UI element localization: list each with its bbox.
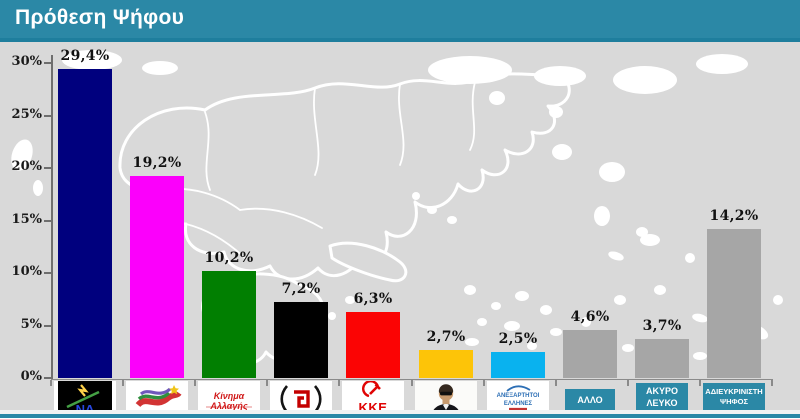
bar-value-kke: 6,3%	[353, 291, 393, 307]
y-axis-tick-label: 5%	[20, 316, 42, 332]
logo-box-leader-photo-party	[415, 381, 477, 410]
x-axis-line	[51, 379, 773, 380]
y-axis-tick	[44, 324, 51, 327]
map-euboea	[328, 241, 408, 283]
y-axis-tick-label: 15%	[11, 211, 42, 227]
bar-value-leader-photo-party: 2,7%	[426, 329, 466, 345]
bar-allo	[563, 330, 617, 378]
y-axis-tick	[44, 219, 51, 222]
bar-value-adieykrinisti-psifos: 14,2%	[709, 208, 759, 224]
logo-box-kinima-allagis: Κίνημα Αλλαγής	[198, 381, 260, 410]
x-axis-tick	[627, 380, 629, 386]
logo-box-xrysi-avgi	[270, 381, 332, 410]
x-axis-tick	[483, 380, 485, 386]
bar-anexartitoi-ellines	[491, 352, 545, 378]
x-axis-tick	[555, 380, 557, 386]
bar-akyro-leyko	[635, 339, 689, 378]
x-axis-tick	[50, 380, 52, 386]
logo-text-nd: ΝΔ	[75, 402, 95, 410]
y-axis-tick-label: 30%	[11, 54, 42, 69]
logo-box-nd: ΝΔ	[54, 381, 116, 410]
bottom-strip-white	[0, 410, 800, 414]
y-axis-tick	[44, 62, 51, 64]
logo-text-kinima-allagis: Κίνημα Αλλαγής	[210, 391, 248, 410]
page-title: Πρόθεση Ψήφου	[15, 6, 185, 29]
x-axis-tick	[699, 380, 701, 386]
x-label-allo: ΑΛΛΟ	[565, 389, 615, 410]
kinima-allagis-logo	[198, 381, 260, 410]
bar-value-kinima-allagis: 10,2%	[204, 250, 254, 266]
party-leader-photo	[415, 381, 477, 410]
title-bar: Πρόθεση Ψήφου	[0, 0, 800, 42]
logo-box-syriza	[126, 381, 188, 410]
y-axis-tick-label: 10%	[11, 264, 42, 279]
bar-adieykrinisti-psifos	[707, 229, 761, 378]
x-axis-tick	[771, 380, 773, 386]
bar-kke	[346, 312, 400, 378]
bar-nd	[58, 69, 112, 378]
bar-xrysi-avgi	[274, 302, 328, 378]
y-axis-tick-label: 25%	[11, 106, 42, 122]
x-axis-tick	[411, 380, 413, 386]
y-axis-tick	[44, 167, 51, 169]
kke-party-logo	[342, 381, 404, 410]
chart-plot-area: 30% 25% 20% 15% 10% 5% 0% 29,4% ΝΔ 19,2% 10,2% Κ…	[0, 42, 800, 410]
y-axis-tick	[44, 114, 51, 117]
y-axis-tick-label: 20%	[11, 159, 42, 174]
logo-text-anexartitoi-ellines: ΑΝΕΞΑΡΤΗΤΟΙ ΕΛΛΗΝΕΣ	[496, 393, 540, 407]
bar-value-anexartitoi-ellines: 2,5%	[498, 331, 538, 347]
anexartitoi-ellines-logo	[487, 381, 549, 410]
bar-value-syriza: 19,2%	[132, 155, 182, 171]
x-axis-tick	[338, 380, 340, 386]
bar-leader-photo-party	[419, 350, 473, 378]
bar-value-nd: 29,4%	[60, 48, 110, 64]
logo-text-kke: ΚΚΕ	[358, 400, 388, 410]
x-label-akyro-leyko: ΑΚΥΡΟ ΛΕΥΚΟ	[636, 383, 688, 410]
logo-box-anexartitoi-ellines: ΑΝΕΞΑΡΤΗΤΟΙ ΕΛΛΗΝΕΣ	[487, 381, 549, 410]
bottom-strip-teal	[0, 414, 800, 418]
x-axis-tick	[194, 380, 196, 386]
y-axis-tick	[44, 272, 51, 274]
bar-syriza	[130, 176, 184, 378]
x-axis-tick	[122, 380, 124, 386]
y-axis-tick-label: 0%	[20, 369, 42, 384]
nd-party-logo	[58, 381, 112, 410]
meander-wreath-logo	[270, 381, 332, 410]
x-label-adieykrinisti-psifos: ΑΔΙΕΥΚΡΙΝΙΣΤΗ ΨΗΦΟΣ	[703, 383, 765, 410]
x-axis-tick	[266, 380, 268, 386]
syriza-flags-logo	[126, 381, 188, 410]
bar-kinima-allagis	[202, 271, 256, 378]
map-mainland	[118, 72, 571, 281]
logo-box-kke: ΚΚΕ	[342, 381, 404, 410]
y-axis-tick	[44, 377, 51, 379]
y-axis-line	[51, 55, 53, 379]
bar-value-akyro-leyko: 3,7%	[642, 318, 682, 334]
